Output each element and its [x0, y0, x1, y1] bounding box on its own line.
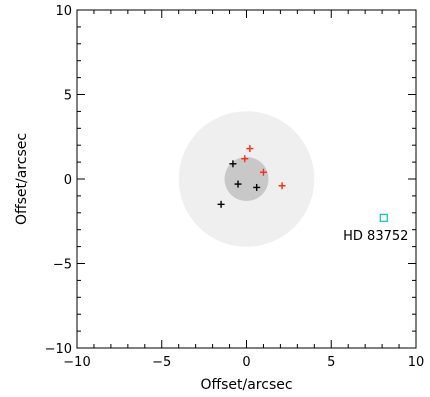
y-tick-label: −5: [53, 258, 72, 273]
shaded-regions: [178, 111, 315, 247]
black-plus-marker: [217, 200, 225, 208]
y-tick-label: 0: [64, 173, 72, 188]
inner-region-circle: [224, 156, 269, 202]
black-plus-marker: [253, 183, 261, 191]
hd83752-label: HD 83752: [343, 229, 408, 244]
y-tick-label: 10: [55, 4, 72, 19]
y-tick-label: −10: [45, 342, 72, 357]
y-axis-label: Offset/arcsec: [14, 133, 30, 225]
x-tick-label: 10: [408, 355, 425, 370]
red-plus-marker: [246, 145, 254, 153]
axis-ticks: [76, 9, 417, 349]
x-tick-label: 0: [242, 355, 250, 370]
hd83752-square-marker: [379, 213, 388, 223]
y-tick-label: 5: [64, 89, 72, 104]
black-plus-marker: [229, 160, 237, 168]
x-tick-label: −10: [63, 355, 90, 370]
data-points: [217, 145, 286, 208]
red-plus-marker: [259, 168, 267, 176]
x-tick-label: −5: [152, 355, 171, 370]
annotation-group: HD 83752: [343, 213, 408, 244]
x-tick-label: 5: [327, 355, 335, 370]
black-plus-marker: [234, 180, 242, 188]
red-plus-marker: [278, 182, 286, 190]
x-axis-label: Offset/arcsec: [200, 377, 292, 393]
red-plus-marker: [241, 155, 249, 163]
tick-labels: −10 −5 0 5 10 −10 −5 0 5 10: [45, 4, 425, 370]
